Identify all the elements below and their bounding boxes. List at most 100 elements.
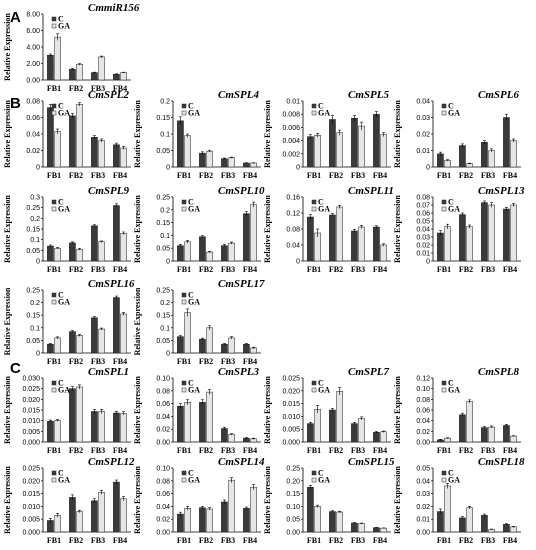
y-tick-label: 0.015 <box>282 401 300 408</box>
bar-ga-fb3 <box>488 150 495 168</box>
legend-swatch-c <box>311 199 317 205</box>
legend-label-ga: GA <box>448 109 460 118</box>
y-axis-label: Relative Expression <box>3 13 12 81</box>
y-tick-label: 0.06 <box>416 211 430 218</box>
legend-label-c: C <box>58 102 64 111</box>
bar-ga-fb4 <box>120 72 127 81</box>
y-tick-label: 8.00 <box>26 12 40 19</box>
bar-ga-fb4 <box>250 162 257 168</box>
bar-c-fb4 <box>503 117 510 168</box>
bar-c-fb3 <box>91 72 98 81</box>
y-tick-label: 0.10 <box>156 466 170 473</box>
y-tick-label: 0.06 <box>416 408 430 415</box>
bar-ga-fb1 <box>54 420 61 443</box>
x-tick-label: FB3 <box>351 446 365 455</box>
y-tick-label: 0.15 <box>156 220 170 227</box>
y-tick-label: 0.04 <box>286 243 300 250</box>
bar-c-fb1 <box>307 216 314 262</box>
legend-swatch-ga <box>51 387 57 393</box>
bar-ga-fb4 <box>380 244 387 262</box>
legend-label-ga: GA <box>58 205 70 214</box>
legend-label-ga: GA <box>318 476 330 485</box>
y-tick-label: 0.05 <box>416 219 430 226</box>
x-tick-label: FB3 <box>91 265 105 274</box>
y-tick-label: 0.15 <box>26 227 40 234</box>
y-axis-label: Relative Expression <box>133 195 142 263</box>
x-tick-label: FB1 <box>47 265 61 274</box>
legend-label-ga: GA <box>58 386 70 395</box>
bar-ga-fb1 <box>444 485 451 533</box>
x-tick-label: FB3 <box>91 171 105 180</box>
y-tick-label: 0.01 <box>416 251 430 258</box>
bar-ga-fb3 <box>358 125 365 168</box>
y-tick-label: 0.08 <box>156 388 170 395</box>
x-tick-label: FB3 <box>351 171 365 180</box>
y-tick-label: 0.02 <box>416 429 430 436</box>
y-tick-label: 0.25 <box>156 195 170 202</box>
legend-label-ga: GA <box>318 386 330 395</box>
bar-ga-fb2 <box>206 508 213 533</box>
x-tick-label: FB4 <box>113 536 127 545</box>
legend-swatch-c <box>51 16 57 22</box>
chart-title: CmSPL5 <box>348 89 389 101</box>
y-tick-label: 0 <box>426 165 430 172</box>
x-tick-label: FB2 <box>69 357 83 366</box>
legend-label-ga: GA <box>58 109 70 118</box>
legend-swatch-c <box>441 199 447 205</box>
bar-ga-fb4 <box>510 204 517 262</box>
y-axis-label: Relative Expression <box>263 376 272 444</box>
legend-swatch-c <box>441 380 447 386</box>
legend-swatch-c <box>441 470 447 476</box>
legend-label-ga: GA <box>188 298 200 307</box>
bar-c-fb1 <box>177 120 184 168</box>
legend-swatch-c <box>311 103 317 109</box>
y-tick-label: 0.06 <box>26 115 40 122</box>
legend-label-c: C <box>318 469 324 478</box>
x-tick-label: FB4 <box>243 265 257 274</box>
x-tick-label: FB1 <box>437 446 451 455</box>
legend-swatch-ga <box>181 299 187 305</box>
y-tick-label: 0 <box>36 165 40 172</box>
y-tick-label: 0.05 <box>156 338 170 345</box>
legend-swatch-ga <box>441 206 447 212</box>
legend-swatch-ga <box>311 477 317 483</box>
bar-c-fb2 <box>329 511 336 533</box>
y-tick-label: 0.02 <box>156 427 170 434</box>
y-axis-label: Relative Expression <box>393 100 402 168</box>
chart-title: CmSPL6 <box>478 89 519 101</box>
x-tick-label: FB3 <box>221 171 235 180</box>
bar-c-fb1 <box>437 511 444 533</box>
x-tick-label: FB1 <box>307 265 321 274</box>
y-tick-label: 0.02 <box>416 504 430 511</box>
panel-letter-b: B <box>10 95 21 112</box>
chart-cmspl17: CmSPL17 Relative Expression 0 0.05 0.1 0.15 0.… <box>133 278 265 366</box>
chart-cmspl12: CmSPL12 Relative Expression 0.000 0.005 0.01… <box>3 456 135 545</box>
legend-swatch-ga <box>311 387 317 393</box>
bar-ga-fb3 <box>98 241 105 262</box>
y-tick-label: 0.1 <box>30 325 40 332</box>
bar-ga-fb1 <box>184 402 191 443</box>
y-tick-label: 0 <box>166 165 170 172</box>
bar-c-fb3 <box>91 411 98 443</box>
x-tick-label: FB1 <box>177 357 191 366</box>
bar-ga-fb1 <box>184 135 191 168</box>
y-tick-label: 0.04 <box>26 132 40 139</box>
x-tick-label: FB1 <box>47 536 61 545</box>
chart-title: CmSPL12 <box>88 456 135 468</box>
chart-title: CmSPL16 <box>88 278 135 290</box>
bar-c-fb2 <box>329 409 336 443</box>
bar-c-fb4 <box>113 205 120 262</box>
bar-ga-fb2 <box>466 507 473 533</box>
chart-cmspl11: CmSPL11 Relative Expression 0 0.04 0.08 0.12 0… <box>263 185 394 274</box>
bar-c-fb3 <box>221 501 228 533</box>
legend-swatch-ga <box>181 477 187 483</box>
bar-c-fb3 <box>351 522 358 533</box>
bar-ga-fb2 <box>76 249 83 262</box>
chart-title: CmSPL15 <box>348 456 395 468</box>
y-tick-label: 0.15 <box>26 313 40 320</box>
bar-c-fb4 <box>503 425 510 443</box>
bar-c-fb3 <box>481 427 488 443</box>
y-tick-label: 0.04 <box>156 414 170 421</box>
legend-swatch-ga <box>181 206 187 212</box>
